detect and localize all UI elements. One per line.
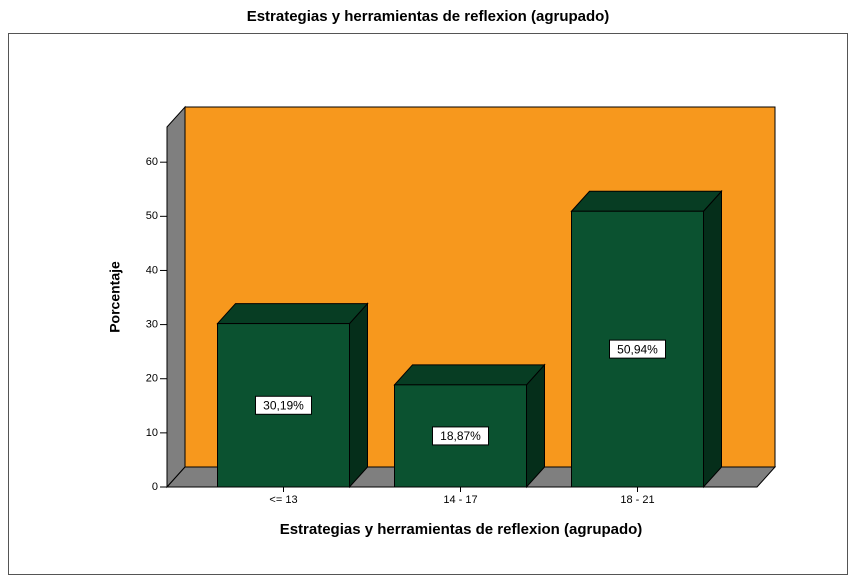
bar-side <box>526 363 545 489</box>
value-label: 18,87% <box>440 429 481 443</box>
value-label: 50,94% <box>617 342 658 356</box>
bar-top <box>393 364 546 386</box>
bar-side <box>703 189 722 489</box>
x-axis-label: Estrategias y herramientas de reflexion … <box>280 521 643 538</box>
side-wall <box>166 105 186 489</box>
y-tick-label: 50 <box>146 210 158 222</box>
chart-title: Estrategias y herramientas de reflexion … <box>247 8 610 25</box>
y-axis-label: Porcentaje <box>107 261 123 333</box>
bar-side <box>349 302 368 489</box>
y-tick-label: 0 <box>152 481 158 493</box>
value-label: 30,19% <box>263 398 304 412</box>
value-label-box <box>432 426 489 446</box>
y-tick-label: 60 <box>146 156 158 168</box>
x-tick-label: 18 - 21 <box>620 494 654 506</box>
bar-top <box>216 303 369 325</box>
x-tick-label: <= 13 <box>269 494 297 506</box>
x-tick-label: 14 - 17 <box>443 494 477 506</box>
y-tick-label: 40 <box>146 264 158 276</box>
y-tick-label: 10 <box>146 427 158 439</box>
value-label-box <box>609 339 666 359</box>
bar-top <box>570 190 723 212</box>
y-tick-label: 30 <box>146 319 158 331</box>
value-label-box <box>255 395 312 415</box>
y-tick-label: 20 <box>146 373 158 385</box>
